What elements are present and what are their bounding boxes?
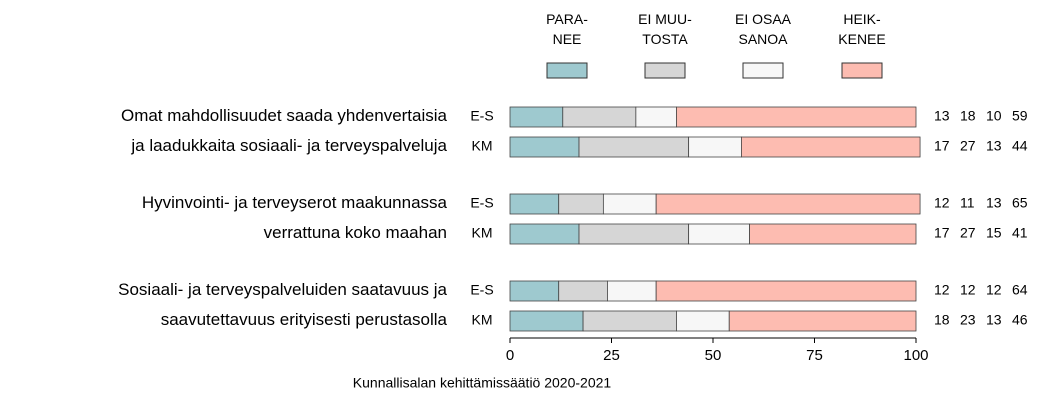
value-label: 23 (960, 312, 976, 328)
bar-segment (558, 193, 604, 215)
legend-swatch (841, 62, 883, 79)
value-label: 17 (934, 225, 950, 241)
value-label: 65 (1012, 195, 1028, 211)
x-tick-label: 100 (903, 347, 928, 364)
value-label: 13 (986, 138, 1002, 154)
value-label: 44 (1012, 138, 1028, 154)
bar-segment (562, 106, 637, 128)
value-label: 64 (1012, 282, 1028, 298)
bar-segment (509, 280, 560, 302)
x-tick-label: 75 (806, 347, 823, 364)
bar-segment (655, 193, 921, 215)
value-label: 11 (960, 195, 975, 211)
value-label: 27 (960, 225, 976, 241)
bar-segment (509, 136, 580, 158)
x-tick-label: 25 (603, 347, 620, 364)
row-label: E-S (470, 108, 493, 124)
bar-segment (749, 223, 917, 245)
bar-segment (509, 193, 560, 215)
bar-segment (509, 310, 584, 332)
legend-label: EI MUU-TOSTA (638, 11, 692, 47)
legend-swatch (742, 62, 784, 79)
bar-segment (558, 280, 608, 302)
row-label: KM (472, 225, 493, 241)
legend-swatch (546, 62, 588, 79)
value-label: 12 (934, 195, 950, 211)
value-label: 13 (934, 108, 950, 124)
value-label: 41 (1012, 225, 1028, 241)
value-label: 10 (986, 108, 1002, 124)
bar-segment (741, 136, 921, 158)
value-label: 13 (986, 195, 1002, 211)
value-label: 18 (960, 108, 976, 124)
value-label: 15 (986, 225, 1002, 241)
row-label: KM (472, 138, 493, 154)
group-label: Hyvinvointi- ja terveyserot maakunnassa v… (142, 193, 448, 242)
bar-segment (578, 223, 690, 245)
bar-segment (688, 136, 742, 158)
value-label: 18 (934, 312, 950, 328)
bar-segment (728, 310, 917, 332)
x-tick-label: 50 (705, 347, 722, 364)
bar-segment (578, 136, 690, 158)
value-label: 27 (960, 138, 976, 154)
bar-segment (655, 280, 917, 302)
value-label: 59 (1012, 108, 1028, 124)
value-label: 12 (960, 282, 976, 298)
bar-segment (582, 310, 677, 332)
legend-label: EI OSAA SANOA (735, 11, 792, 47)
row-label: E-S (470, 282, 493, 298)
bar-segment (635, 106, 677, 128)
value-label: 46 (1012, 312, 1028, 328)
value-label: 17 (934, 138, 950, 154)
bar-segment (607, 280, 657, 302)
bar-segment (688, 223, 750, 245)
row-label: KM (472, 312, 493, 328)
bar-segment (676, 106, 917, 128)
bar-segment (676, 310, 730, 332)
value-label: 12 (934, 282, 950, 298)
group-label: Sosiaali- ja terveyspalveluiden saatavuu… (118, 280, 447, 329)
legend-label: HEIK-KENEE (838, 11, 885, 47)
legend-label: PARA-NEE (546, 11, 588, 47)
group-label: Omat mahdollisuudet saada yhdenvertaisia… (121, 106, 448, 155)
row-label: E-S (470, 195, 493, 211)
bar-segment (509, 106, 564, 128)
source: Kunnallisalan kehittämissäätiö 2020-2021 (353, 375, 612, 391)
bar-segment (509, 223, 580, 245)
legend-swatch (644, 62, 686, 79)
bar-segment (602, 193, 657, 215)
x-tick-label: 0 (506, 347, 514, 364)
value-label: 12 (986, 282, 1002, 298)
value-label: 13 (986, 312, 1002, 328)
